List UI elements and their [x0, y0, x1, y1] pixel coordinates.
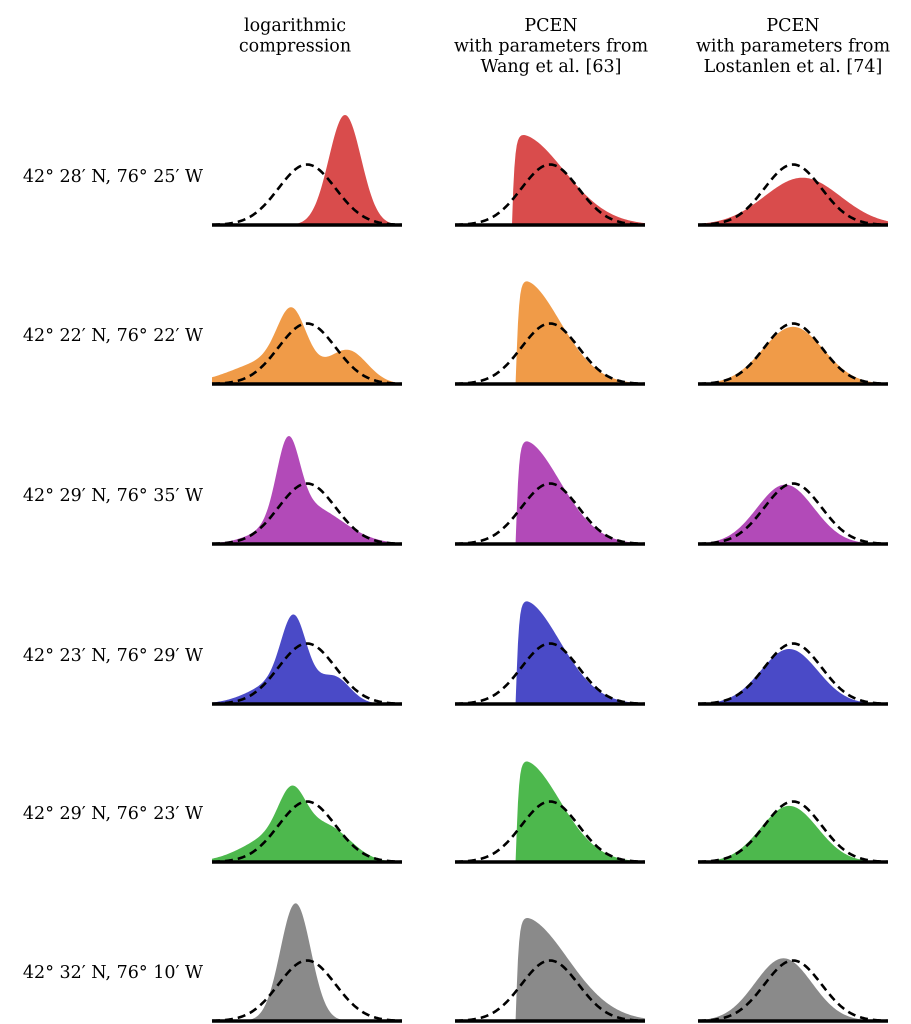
density-area	[698, 805, 888, 862]
reference-curve	[454, 959, 646, 1023]
row-label-2: 42° 22′ N, 76° 22′ W	[23, 326, 203, 346]
reference-curve	[211, 800, 403, 864]
panel-r4-c2	[454, 601, 646, 706]
panel-r4-c1	[211, 614, 403, 706]
panel-r5-c2	[454, 761, 646, 864]
column-title-line: Wang et al. [63]	[481, 57, 622, 77]
density-area	[698, 649, 888, 704]
row-label-6: 42° 32′ N, 76° 10′ W	[23, 963, 203, 983]
panel-r2-c3	[697, 322, 889, 386]
reference-curve	[697, 482, 889, 546]
row-label-5: 42° 29′ N, 76° 23′ W	[23, 804, 203, 824]
panel-r1-c3	[697, 163, 889, 227]
column-title-line: Lostanlen et al. [74]	[704, 57, 883, 77]
density-area	[698, 958, 888, 1021]
reference-curve	[697, 800, 889, 864]
row-label-3: 42° 29′ N, 76° 35′ W	[23, 486, 203, 506]
reference-curve	[454, 482, 646, 546]
column-title-line: with parameters from	[696, 37, 891, 57]
panel-grid	[211, 115, 889, 1023]
reference-curve	[454, 800, 646, 864]
panel-r5-c1	[211, 785, 403, 864]
column-title-1: logarithmic compression	[239, 16, 351, 57]
row-label-1: 42° 28′ N, 76° 25′ W	[23, 167, 203, 187]
density-area	[212, 307, 402, 384]
row-labels: 42° 28′ N, 76° 25′ W 42° 22′ N, 76° 22′ W…	[23, 167, 203, 983]
density-area	[698, 326, 888, 384]
density-area	[212, 435, 402, 544]
panel-r3-c2	[454, 441, 646, 546]
panel-r6-c3	[697, 958, 889, 1023]
density-area	[212, 903, 402, 1021]
panel-r6-c1	[211, 903, 403, 1023]
density-area	[455, 761, 645, 862]
reference-curve	[454, 322, 646, 386]
panel-r3-c3	[697, 482, 889, 546]
column-title-line: PCEN	[524, 16, 577, 36]
density-area	[455, 441, 645, 544]
density-area	[698, 484, 888, 544]
panel-r2-c1	[211, 307, 403, 386]
column-title-line: compression	[239, 37, 351, 57]
density-area	[698, 177, 888, 225]
reference-curve	[697, 959, 889, 1023]
panel-r1-c2	[454, 135, 646, 227]
density-area	[212, 115, 402, 225]
reference-curve	[211, 163, 403, 227]
panel-r1-c1	[211, 115, 403, 227]
density-area	[212, 614, 402, 704]
reference-curve	[211, 482, 403, 546]
column-title-line: with parameters from	[454, 37, 649, 57]
density-area	[455, 135, 645, 225]
panel-r4-c3	[697, 642, 889, 706]
reference-curve	[697, 322, 889, 386]
density-area	[455, 601, 645, 704]
reference-curve	[211, 642, 403, 706]
reference-curve	[454, 163, 646, 227]
column-title-line: PCEN	[766, 16, 819, 36]
reference-curve	[454, 642, 646, 706]
panel-r6-c2	[454, 918, 646, 1023]
reference-curve	[211, 322, 403, 386]
density-area	[455, 281, 645, 384]
reference-curve	[697, 163, 889, 227]
column-title-3: PCEN with parameters from Lostanlen et al.…	[696, 16, 891, 77]
density-area	[212, 785, 402, 862]
column-title-line: logarithmic	[244, 16, 346, 36]
reference-curve	[697, 642, 889, 706]
density-area	[455, 918, 645, 1021]
column-title-2: PCEN with parameters from Wang et al. [63]	[454, 16, 649, 77]
row-label-4: 42° 23′ N, 76° 29′ W	[23, 646, 203, 666]
reference-curve	[211, 959, 403, 1023]
panel-r3-c1	[211, 435, 403, 546]
panel-r2-c2	[454, 281, 646, 386]
panel-r5-c3	[697, 800, 889, 864]
